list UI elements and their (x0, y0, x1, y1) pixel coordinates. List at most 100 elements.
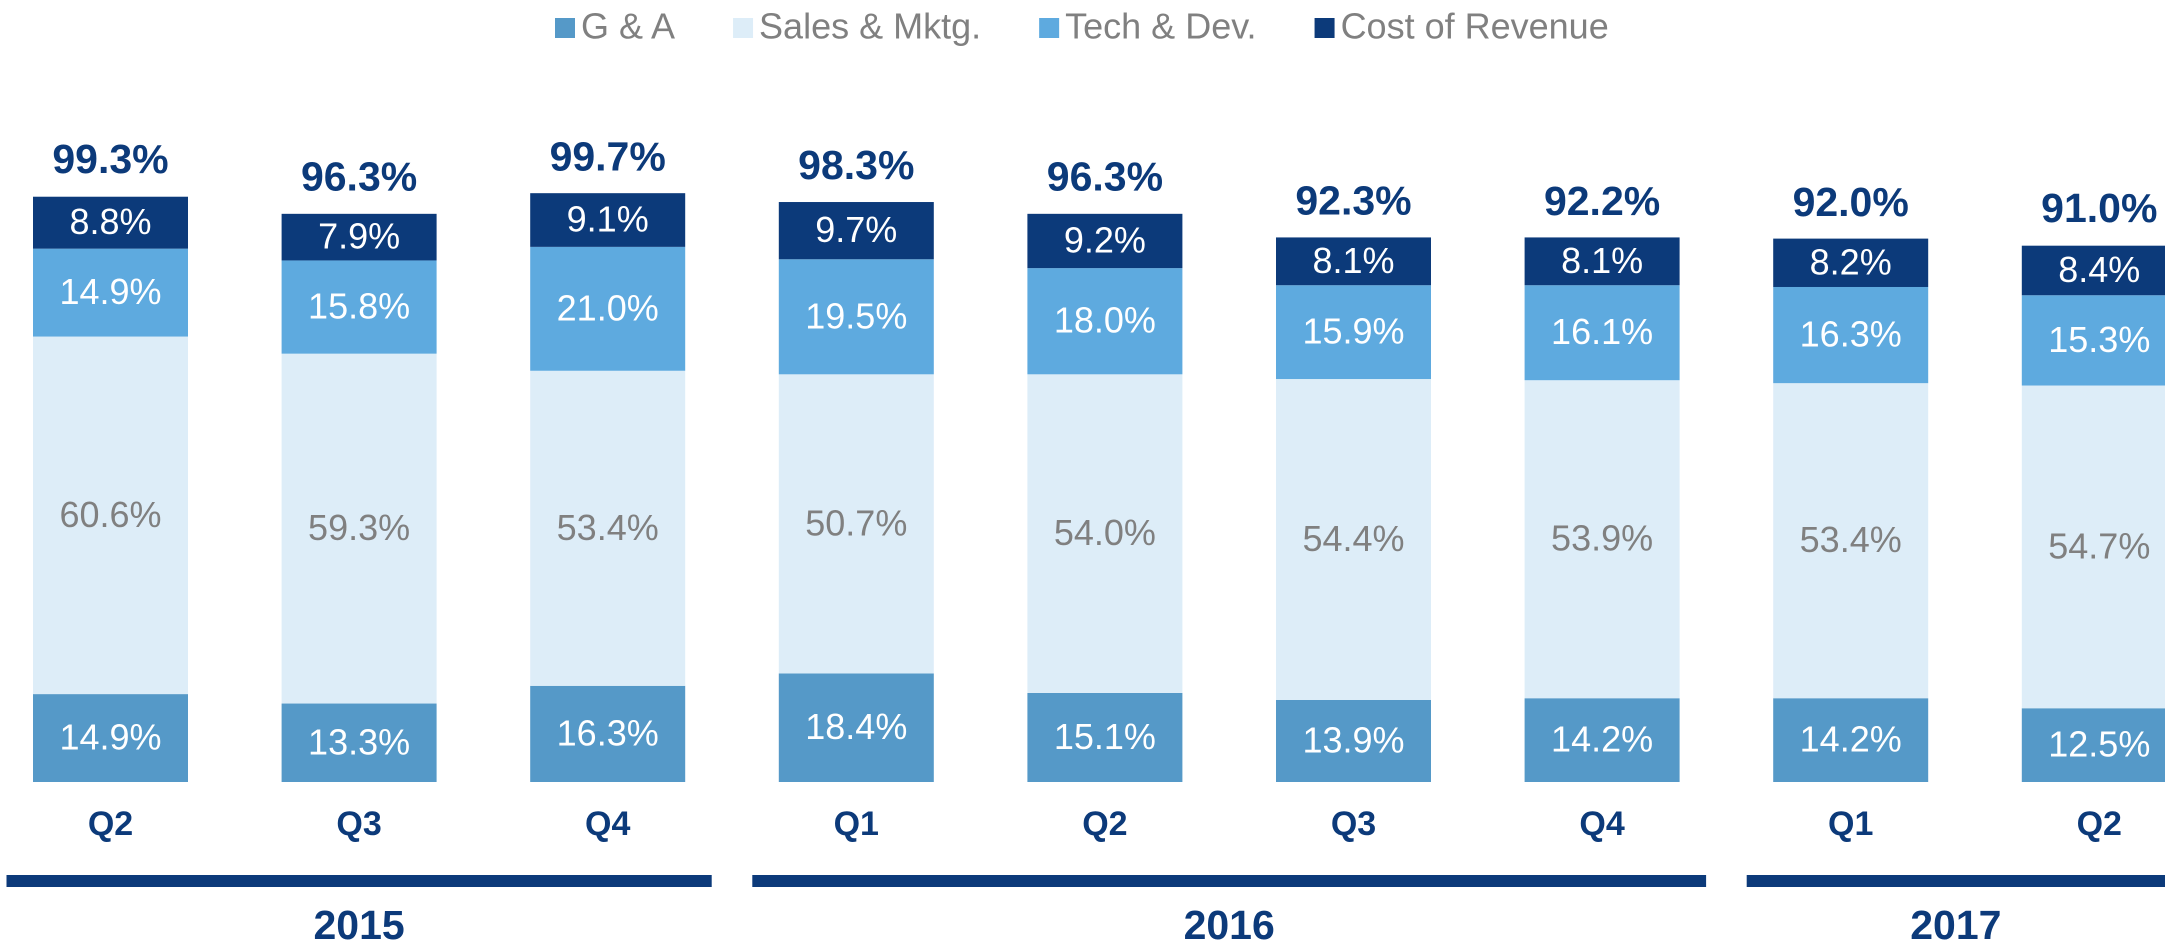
bar-segment (778, 202, 934, 260)
legend-swatch (1039, 18, 1060, 38)
bar-segment (1773, 383, 1929, 699)
segment-label: 16.3% (557, 712, 659, 753)
segment-label: 59.3% (308, 507, 410, 548)
segment-label: 9.2% (1064, 219, 1146, 260)
bar-segment (1773, 286, 1929, 384)
bar-segment (2021, 385, 2165, 709)
group-bar (752, 875, 1707, 887)
bar-segment (33, 248, 188, 337)
segment-label: 54.4% (1302, 518, 1404, 559)
bar-segment (2021, 245, 2165, 296)
segment-label: 14.2% (1800, 719, 1902, 760)
legend-swatch (733, 18, 754, 38)
x-tick-label: Q1 (1828, 805, 1873, 843)
total-label: 99.3% (52, 136, 168, 182)
bar-segment (530, 685, 686, 782)
total-label: 91.0% (2041, 185, 2157, 231)
segment-label: 14.9% (59, 717, 161, 758)
segment-label: 14.2% (1551, 719, 1653, 760)
group-label: 2017 (1910, 902, 2001, 945)
legend-label: Cost of Revenue (1341, 6, 1609, 47)
segment-label: 8.4% (2058, 249, 2140, 290)
segment-label: 53.4% (1800, 519, 1902, 560)
bar-segment (33, 694, 188, 782)
bar-segment (530, 370, 686, 686)
bar-segment (1276, 379, 1431, 700)
bar-segment (778, 374, 934, 674)
bar-segment (1276, 237, 1431, 286)
bar-segment (2021, 708, 2165, 782)
total-label: 92.2% (1544, 178, 1660, 224)
x-tick-label: Q2 (2077, 805, 2122, 843)
segment-label: 13.3% (308, 721, 410, 762)
group-label: 2016 (1184, 902, 1275, 945)
segment-label: 9.7% (815, 209, 897, 250)
segment-label: 8.1% (1312, 240, 1394, 281)
segment-label: 8.8% (69, 201, 151, 242)
bar-segment (1773, 238, 1929, 287)
segment-label: 18.4% (805, 706, 907, 747)
total-label: 98.3% (798, 142, 914, 188)
segment-label: 18.0% (1054, 300, 1156, 341)
bar-segment (281, 353, 437, 704)
segment-label: 9.1% (567, 199, 649, 240)
bar-segment (33, 336, 188, 695)
bar-segment (1027, 268, 1183, 375)
bar-segment (281, 703, 437, 782)
bar-segment (1524, 285, 1680, 381)
segment-label: 15.9% (1302, 311, 1404, 352)
segment-label: 21.0% (557, 287, 659, 328)
total-label: 96.3% (301, 154, 417, 200)
bar-segment (1027, 213, 1183, 269)
total-label: 99.7% (550, 134, 666, 180)
x-tick-label: Q1 (834, 805, 879, 843)
segment-label: 14.9% (59, 271, 161, 312)
segment-label: 53.4% (557, 507, 659, 548)
group-bar (6, 875, 712, 887)
bar-segment (1524, 380, 1680, 699)
bar-segment (1524, 237, 1680, 286)
segment-label: 15.8% (308, 286, 410, 327)
segment-label: 54.7% (2048, 525, 2150, 566)
segment-label: 16.3% (1800, 314, 1902, 355)
total-label: 92.3% (1295, 177, 1411, 223)
legend-label: G & A (581, 6, 675, 47)
bar-segment (1773, 698, 1929, 782)
x-tick-label: Q2 (1082, 805, 1127, 843)
group-bar (1746, 875, 2165, 887)
x-tick-label: Q4 (1579, 805, 1624, 843)
bar-segment (2021, 295, 2165, 386)
segment-label: 12.5% (2048, 724, 2150, 765)
x-tick-label: Q3 (336, 805, 381, 843)
bar-segment (778, 259, 934, 375)
segment-label: 8.1% (1561, 240, 1643, 281)
legend-swatch (1314, 18, 1335, 38)
legend-label: Tech & Dev. (1065, 6, 1256, 47)
legend-swatch (555, 18, 575, 38)
segment-label: 16.1% (1551, 311, 1653, 352)
bar-segment (778, 673, 934, 782)
segment-label: 8.2% (1810, 241, 1892, 282)
bar-segment (1027, 374, 1183, 693)
segment-label: 15.3% (2048, 319, 2150, 360)
segment-label: 50.7% (805, 502, 907, 543)
x-tick-label: Q3 (1331, 805, 1376, 843)
legend-label: Sales & Mktg. (759, 6, 981, 47)
bar-segment (33, 196, 188, 249)
bar-segment (1276, 699, 1431, 782)
segment-label: 7.9% (318, 216, 400, 257)
x-tick-label: Q2 (88, 805, 133, 843)
total-label: 92.0% (1793, 179, 1909, 225)
bar-segment (530, 193, 686, 247)
segment-label: 60.6% (59, 494, 161, 535)
bar-segment (530, 246, 686, 371)
group-label: 2015 (313, 902, 404, 945)
segment-label: 19.5% (805, 295, 907, 336)
total-label: 96.3% (1047, 154, 1163, 200)
bar-segment (1524, 698, 1680, 782)
segment-label: 15.1% (1054, 716, 1156, 757)
x-tick-label: Q4 (585, 805, 630, 843)
bar-segment (1027, 692, 1183, 782)
segment-label: 13.9% (1302, 720, 1404, 761)
